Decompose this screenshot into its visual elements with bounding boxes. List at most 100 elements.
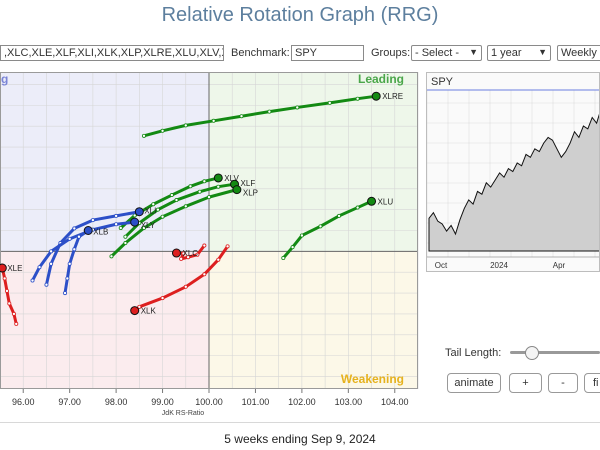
tail-point xyxy=(4,288,9,293)
head-point[interactable] xyxy=(130,306,140,316)
benchmark-label: Benchmark: xyxy=(231,47,290,59)
tail-point xyxy=(174,198,179,203)
series-xlc[interactable]: XLC xyxy=(171,243,207,261)
tail-point xyxy=(49,249,54,254)
head-point[interactable] xyxy=(171,248,181,258)
head-point[interactable] xyxy=(134,207,144,217)
x-tick-label: 101.00 xyxy=(242,397,270,407)
symbols-input[interactable]: ,XLC,XLE,XLF,XLI,XLK,XLP,XLRE,XLU,XLV,XL xyxy=(0,45,224,61)
series-label: XLC xyxy=(182,249,198,258)
tail-point xyxy=(76,234,81,239)
head-point[interactable] xyxy=(232,185,242,195)
series-label: XLV xyxy=(224,174,239,183)
series-xle[interactable]: XLE xyxy=(0,263,22,326)
improving-quadrant xyxy=(0,72,209,252)
chevron-down-icon: ▼ xyxy=(538,47,547,57)
tail-point xyxy=(155,207,160,212)
footer-divider xyxy=(0,422,600,423)
zoom-out-button[interactable]: - xyxy=(548,373,578,393)
tail-point xyxy=(2,276,7,281)
x-tick-label: 97.00 xyxy=(58,397,81,407)
benchmark-price-chart: SPY Oct 2024 Apr xyxy=(427,76,599,270)
series-xlp[interactable]: XLP xyxy=(109,185,258,259)
fit-button[interactable]: fi xyxy=(584,373,600,393)
animate-button[interactable]: animate xyxy=(447,373,501,393)
head-point[interactable] xyxy=(130,217,140,227)
frequency-select-value: Weekly xyxy=(561,47,597,59)
benchmark-x-label: Oct xyxy=(435,261,448,270)
tail-point xyxy=(151,202,156,207)
tail-point xyxy=(337,213,342,218)
head-point[interactable] xyxy=(367,196,377,206)
tail-point xyxy=(123,234,128,239)
series-xlb[interactable]: XLB xyxy=(63,226,108,296)
series-label: XLU xyxy=(378,197,394,206)
benchmark-symbol: SPY xyxy=(431,76,454,88)
tail-point xyxy=(44,282,49,287)
benchmark-input[interactable]: SPY xyxy=(291,45,364,61)
tail-length-slider[interactable] xyxy=(510,346,600,360)
rrg-chart: Leading Weakening g 96.00 97.00 98.00 99.00… xyxy=(0,72,419,417)
leading-quadrant xyxy=(209,72,418,252)
tail-point xyxy=(183,284,188,289)
tail-point xyxy=(160,128,165,133)
series-label: XLK xyxy=(141,307,157,316)
head-point[interactable] xyxy=(213,173,223,183)
tail-point xyxy=(65,276,70,281)
benchmark-x-axis: Oct 2024 Apr xyxy=(427,256,599,270)
leading-label: Leading xyxy=(358,72,404,86)
period-select-value: 1 year xyxy=(491,47,522,59)
series-label: XLP xyxy=(243,189,258,198)
controls-bar: ,XLC,XLE,XLF,XLI,XLK,XLP,XLRE,XLU,XLV,XL… xyxy=(0,42,600,66)
tail-point xyxy=(72,226,77,231)
tail-point xyxy=(123,241,128,246)
tail-point xyxy=(295,105,300,110)
tail-point xyxy=(14,321,19,326)
slider-thumb[interactable] xyxy=(525,346,539,360)
tail-point xyxy=(299,233,304,238)
x-tick-label: 104.00 xyxy=(381,397,409,407)
zoom-in-button[interactable]: + xyxy=(509,373,542,393)
plot-border xyxy=(0,72,418,389)
x-axis: 96.00 97.00 98.00 99.00 100.00 101.00 102.00 10… xyxy=(12,389,409,407)
weakening-label: Weakening xyxy=(341,372,404,386)
tail-point xyxy=(318,224,323,229)
tail-point xyxy=(72,247,77,252)
series-xly[interactable]: XLY xyxy=(30,217,156,283)
tail-point xyxy=(183,123,188,128)
tail-point xyxy=(160,296,165,301)
benchmark-x-label: Apr xyxy=(553,261,566,270)
tail-point xyxy=(186,255,191,260)
tail-point xyxy=(206,195,211,200)
series-xlu[interactable]: XLU xyxy=(281,196,394,261)
x-tick-label: 98.00 xyxy=(105,397,128,407)
groups-select[interactable]: - Select - ▼ xyxy=(411,45,482,61)
head-point[interactable] xyxy=(371,91,381,101)
tail-point xyxy=(141,225,146,230)
head-point[interactable] xyxy=(0,263,7,273)
tail-point xyxy=(183,204,188,209)
series-xlv[interactable]: XLV xyxy=(118,173,239,230)
head-point[interactable] xyxy=(83,226,93,235)
tail-point xyxy=(7,301,12,306)
tail-point xyxy=(118,225,123,230)
x-tick-label: 102.00 xyxy=(288,397,316,407)
tail-point xyxy=(216,257,221,262)
series-label: XLY xyxy=(141,221,156,230)
tail-point xyxy=(267,109,272,114)
x-axis-label: JdK RS-Ratio xyxy=(162,410,205,417)
series-label: XLF xyxy=(241,179,256,188)
tail-point xyxy=(63,291,68,296)
slider-track xyxy=(510,351,600,354)
frequency-select[interactable]: Weekly xyxy=(557,45,600,61)
series-label: XLE xyxy=(7,264,22,273)
tail-point xyxy=(49,261,54,266)
x-tick-label: 100.00 xyxy=(195,397,223,407)
groups-label: Groups: xyxy=(371,47,411,59)
tail-point xyxy=(188,184,193,189)
series-xlre[interactable]: XLRE xyxy=(141,91,403,138)
period-select[interactable]: 1 year ▼ xyxy=(487,45,551,61)
tail-point xyxy=(202,272,207,277)
tail-point xyxy=(355,96,360,101)
series-xlk[interactable]: XLK xyxy=(130,244,230,316)
